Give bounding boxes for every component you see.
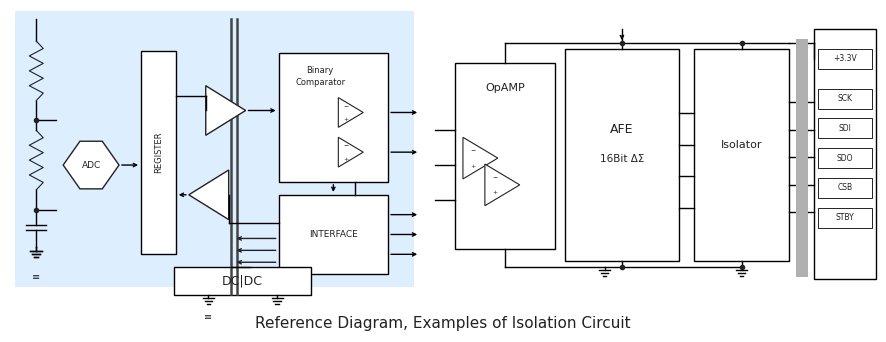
Text: ADC: ADC: [82, 160, 101, 170]
Text: Comparator: Comparator: [295, 78, 346, 87]
Text: CSB: CSB: [837, 183, 852, 192]
Text: DC|DC: DC|DC: [222, 275, 263, 288]
Polygon shape: [485, 164, 520, 206]
Polygon shape: [338, 137, 363, 167]
Text: SDI: SDI: [838, 124, 851, 133]
Text: −: −: [344, 143, 349, 148]
Text: ≡: ≡: [204, 312, 213, 322]
Polygon shape: [189, 170, 229, 220]
Bar: [278, 53, 388, 182]
Bar: [455, 63, 555, 249]
Text: +: +: [344, 157, 349, 162]
Text: SCK: SCK: [837, 94, 852, 103]
Text: +: +: [470, 163, 476, 169]
Text: Binary: Binary: [307, 66, 334, 75]
Bar: [818, 178, 872, 198]
Text: 16Bit ΔΣ: 16Bit ΔΣ: [600, 154, 644, 165]
Text: STBY: STBY: [835, 213, 854, 222]
Bar: [141, 51, 175, 254]
Text: +3.3V: +3.3V: [833, 54, 857, 63]
Text: −: −: [470, 148, 476, 153]
Polygon shape: [463, 137, 498, 179]
Text: AFE: AFE: [610, 123, 633, 136]
Bar: [818, 208, 872, 227]
Bar: [818, 148, 872, 168]
Text: +: +: [493, 190, 497, 195]
Text: Isolator: Isolator: [721, 140, 762, 149]
Bar: [818, 49, 872, 69]
Bar: [564, 49, 680, 261]
Bar: [695, 49, 789, 261]
Polygon shape: [206, 86, 245, 135]
Text: Reference Diagram, Examples of Isolation Circuit: Reference Diagram, Examples of Isolation…: [255, 316, 631, 331]
Text: SDO: SDO: [836, 154, 853, 162]
Text: +: +: [344, 117, 349, 122]
Text: INTERFACE: INTERFACE: [309, 230, 358, 239]
Polygon shape: [63, 141, 119, 189]
Text: −: −: [493, 174, 497, 180]
Text: ≡: ≡: [32, 272, 41, 282]
Polygon shape: [338, 97, 363, 127]
Bar: [278, 195, 388, 274]
Bar: [818, 89, 872, 108]
Bar: [814, 29, 875, 279]
Bar: [796, 39, 808, 277]
Text: REGISTER: REGISTER: [154, 132, 163, 173]
Text: OpAMP: OpAMP: [485, 83, 525, 93]
Text: −: −: [344, 103, 349, 108]
Bar: [15, 11, 414, 287]
Bar: [818, 118, 872, 138]
Bar: [174, 267, 311, 295]
